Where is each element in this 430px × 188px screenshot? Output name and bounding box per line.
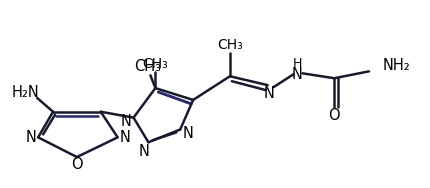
Text: H₂N: H₂N xyxy=(11,85,39,99)
Text: N: N xyxy=(119,130,130,145)
Text: N: N xyxy=(139,144,150,159)
Text: O: O xyxy=(329,108,340,123)
Text: CH₃: CH₃ xyxy=(217,38,243,52)
Text: N: N xyxy=(263,86,274,102)
Text: CH₃: CH₃ xyxy=(134,59,161,74)
Text: N: N xyxy=(292,67,303,82)
Text: N: N xyxy=(183,126,194,141)
Text: N: N xyxy=(120,114,131,129)
Text: O: O xyxy=(71,157,83,172)
Text: CH₃: CH₃ xyxy=(142,58,168,71)
Text: H: H xyxy=(293,57,302,70)
Text: N: N xyxy=(26,130,37,145)
Text: NH₂: NH₂ xyxy=(383,58,411,73)
